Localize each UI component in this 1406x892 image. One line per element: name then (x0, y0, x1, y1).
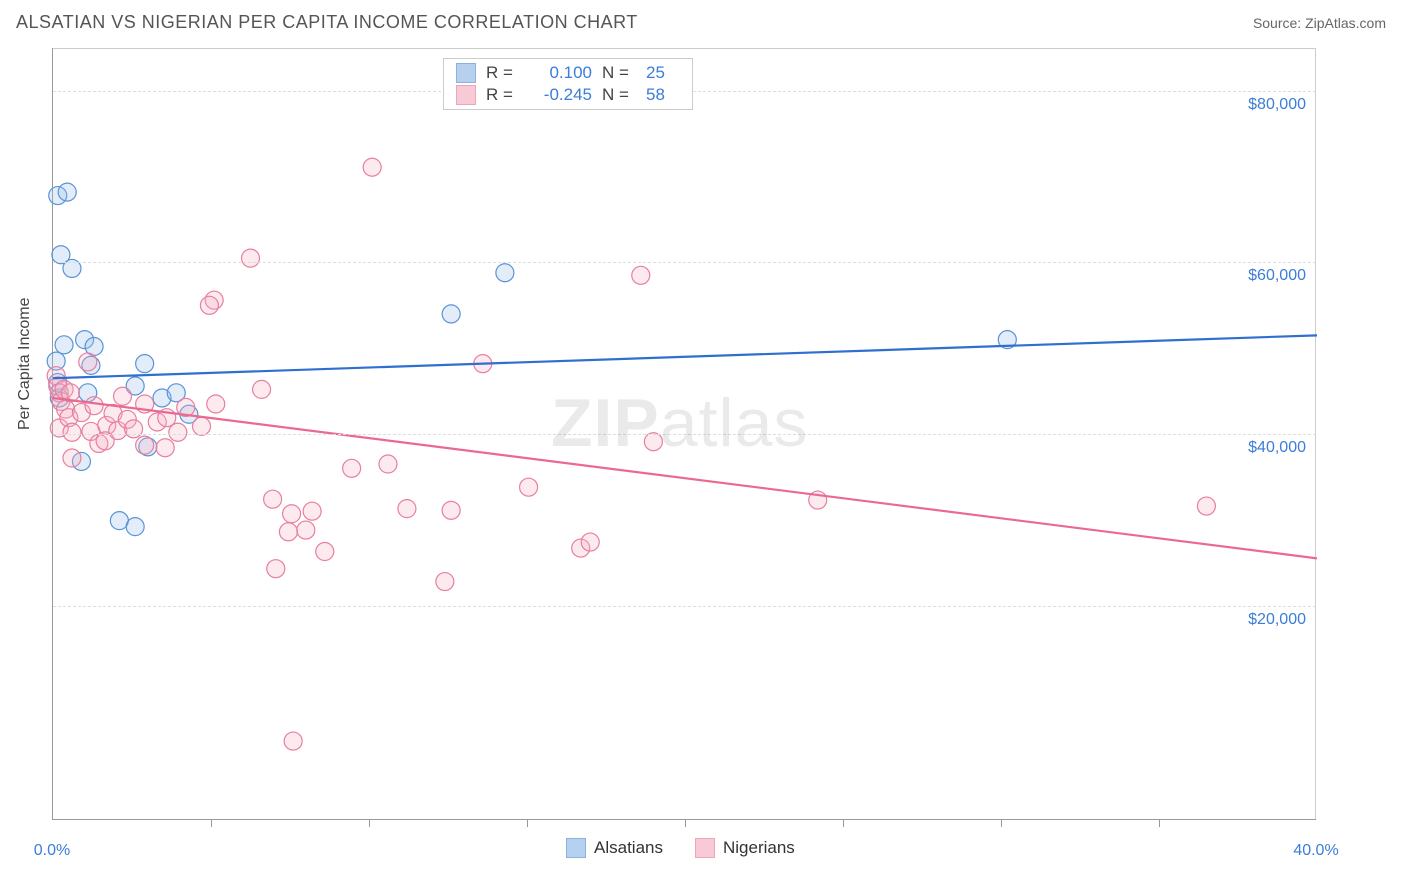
data-point-nigerians (264, 490, 282, 508)
data-point-nigerians (136, 436, 154, 454)
chart-plot-area: $20,000 $40,000 $60,000 $80,000 (52, 48, 1316, 820)
data-point-nigerians (283, 505, 301, 523)
y-tick-label: $80,000 (1248, 96, 1306, 114)
y-axis-label: Per Capita Income (16, 297, 34, 430)
data-point-nigerians (193, 417, 211, 435)
data-point-nigerians (632, 266, 650, 284)
data-point-nigerians (520, 478, 538, 496)
legend-label-nigerians: Nigerians (723, 838, 795, 858)
y-tick-label: $40,000 (1248, 439, 1306, 457)
x-tick-label: 40.0% (1293, 842, 1338, 860)
data-point-nigerians (297, 521, 315, 539)
legend-swatch-alsatians (566, 838, 586, 858)
x-tick (843, 819, 844, 827)
data-point-nigerians (207, 395, 225, 413)
gridline-horizontal (53, 606, 1316, 607)
legend-item-nigerians: Nigerians (695, 838, 795, 858)
data-point-nigerians (85, 397, 103, 415)
chart-title: ALSATIAN VS NIGERIAN PER CAPITA INCOME C… (16, 12, 638, 33)
gridline-horizontal (53, 262, 1316, 263)
data-point-nigerians (316, 543, 334, 561)
data-point-nigerians (303, 502, 321, 520)
n-value-nigerians: 58 (646, 85, 680, 105)
r-label: R = (486, 63, 520, 83)
data-point-nigerians (581, 533, 599, 551)
x-tick (369, 819, 370, 827)
data-point-nigerians (79, 353, 97, 371)
gridline-horizontal (53, 434, 1316, 435)
legend-stats-row-alsatians: R = 0.100 N = 25 (456, 63, 680, 83)
x-tick (527, 819, 528, 827)
data-point-nigerians (169, 423, 187, 441)
x-tick-label: 0.0% (34, 842, 70, 860)
data-point-nigerians (125, 420, 143, 438)
trend-line-alsatians (53, 335, 1317, 378)
y-tick-label: $20,000 (1248, 611, 1306, 629)
data-point-nigerians (442, 501, 460, 519)
data-point-nigerians (200, 296, 218, 314)
data-point-nigerians (63, 449, 81, 467)
data-point-alsatians (136, 355, 154, 373)
data-point-alsatians (55, 336, 73, 354)
data-point-nigerians (436, 573, 454, 591)
r-value-alsatians: 0.100 (530, 63, 592, 83)
data-point-nigerians (279, 523, 297, 541)
data-point-nigerians (343, 459, 361, 477)
legend-swatch-alsatians (456, 63, 476, 83)
data-point-nigerians (242, 249, 260, 267)
legend-stats-row-nigerians: R = -0.245 N = 58 (456, 85, 680, 105)
x-tick (1001, 819, 1002, 827)
r-value-nigerians: -0.245 (530, 85, 592, 105)
legend-item-alsatians: Alsatians (566, 838, 663, 858)
data-point-nigerians (1197, 497, 1215, 515)
y-tick-label: $60,000 (1248, 267, 1306, 285)
correlation-stats-legend: R = 0.100 N = 25 R = -0.245 N = 58 (443, 58, 693, 110)
data-point-alsatians (58, 183, 76, 201)
data-point-nigerians (644, 433, 662, 451)
legend-label-alsatians: Alsatians (594, 838, 663, 858)
data-point-alsatians (126, 518, 144, 536)
data-point-nigerians (379, 455, 397, 473)
r-label: R = (486, 85, 520, 105)
legend-swatch-nigerians (695, 838, 715, 858)
data-point-alsatians (442, 305, 460, 323)
data-point-nigerians (114, 387, 132, 405)
data-point-nigerians (267, 560, 285, 578)
legend-swatch-nigerians (456, 85, 476, 105)
data-point-nigerians (253, 380, 271, 398)
source-attribution: Source: ZipAtlas.com (1253, 15, 1386, 31)
x-tick (211, 819, 212, 827)
x-tick (685, 819, 686, 827)
trend-line-nigerians (53, 398, 1317, 558)
x-tick (1159, 819, 1160, 827)
data-point-nigerians (63, 423, 81, 441)
data-point-nigerians (284, 732, 302, 750)
data-point-alsatians (496, 264, 514, 282)
data-point-nigerians (156, 439, 174, 457)
n-value-alsatians: 25 (646, 63, 680, 83)
data-point-nigerians (398, 500, 416, 518)
n-label: N = (602, 63, 636, 83)
n-label: N = (602, 85, 636, 105)
series-legend: Alsatians Nigerians (566, 838, 795, 858)
data-point-nigerians (363, 158, 381, 176)
